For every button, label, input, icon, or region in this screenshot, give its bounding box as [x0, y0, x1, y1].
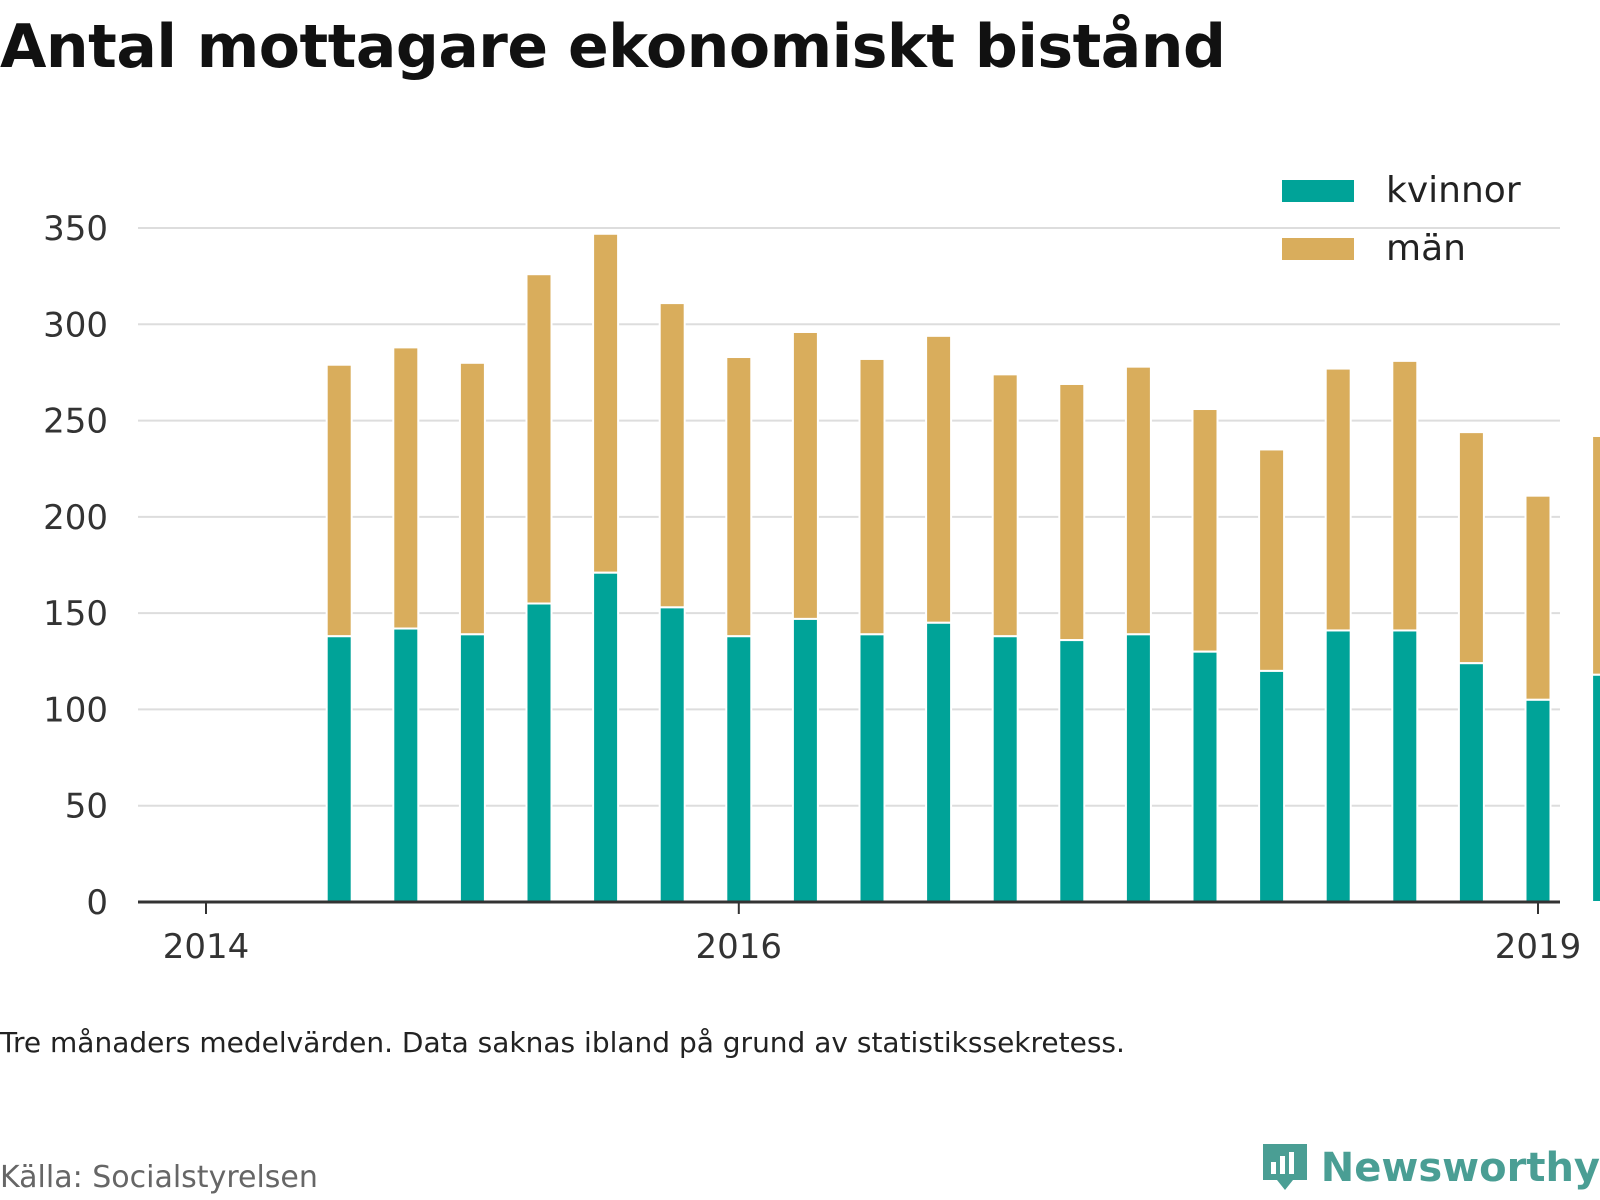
bar-kvinnor — [791, 617, 819, 903]
y-tick-label: 150 — [43, 594, 108, 634]
bar-man — [925, 334, 953, 624]
y-tick-label: 350 — [43, 209, 108, 249]
bar-man — [991, 373, 1019, 638]
legend-label: kvinnor — [1386, 170, 1521, 211]
x-tick-label: 2019 — [1495, 927, 1582, 967]
bar-kvinnor — [1258, 669, 1286, 904]
bar-man — [1124, 365, 1152, 636]
bar-man — [658, 302, 686, 609]
chart-title: Antal mottagare ekonomiskt bistånd — [0, 12, 1226, 82]
legend-swatch-man — [1282, 238, 1354, 260]
y-tick-label: 100 — [43, 690, 108, 730]
chart-note: Tre månaders medelvärden. Data saknas ib… — [0, 1026, 1125, 1059]
bar-man — [392, 346, 420, 630]
bar-kvinnor — [1058, 639, 1086, 903]
y-tick-label: 250 — [43, 402, 108, 442]
bar-kvinnor — [858, 633, 886, 904]
source-text: Källa: Socialstyrelsen — [0, 1160, 318, 1195]
bar-kvinnor — [925, 621, 953, 903]
y-tick-label: 300 — [43, 305, 108, 345]
bar-man — [592, 232, 620, 574]
legend-label: män — [1386, 228, 1466, 269]
bar-man — [725, 356, 753, 638]
bar-kvinnor — [1191, 650, 1219, 904]
gridlines — [138, 227, 1560, 807]
bar-man — [1324, 367, 1352, 632]
brand-name: Newsworthy — [1320, 1145, 1600, 1191]
bar-kvinnor — [725, 635, 753, 903]
bar-kvinnor — [1124, 633, 1152, 904]
bar-man — [325, 363, 353, 638]
y-tick-label: 50 — [65, 787, 108, 827]
axes: 0501001502002503003502014201620192021202… — [43, 209, 1582, 967]
bar-kvinnor — [1457, 662, 1485, 903]
bar-man — [791, 330, 819, 620]
bar-kvinnor — [392, 627, 420, 903]
bar-kvinnor — [525, 602, 553, 903]
bar-kvinnor — [325, 635, 353, 903]
bar-man — [1391, 359, 1419, 632]
bars — [325, 232, 1600, 904]
bar-kvinnor — [991, 635, 1019, 903]
bar-man — [858, 357, 886, 636]
legend-swatch-kvinnor — [1282, 180, 1354, 202]
legend: kvinnor män — [1282, 170, 1521, 269]
x-tick-label: 2014 — [163, 927, 250, 967]
newsworthy-icon — [1262, 1144, 1307, 1190]
bar-man — [525, 273, 553, 605]
bar-man — [1591, 434, 1600, 676]
bar-man — [458, 361, 486, 636]
brand-logo: Newsworthy — [1259, 1140, 1600, 1196]
stacked-bar-chart: 0501001502002503003502014201620192021202… — [43, 170, 1600, 967]
bar-kvinnor — [1391, 629, 1419, 904]
bar-kvinnor — [1524, 698, 1552, 903]
bar-man — [1457, 431, 1485, 665]
bar-kvinnor — [1324, 629, 1352, 904]
bar-kvinnor — [1591, 673, 1600, 903]
x-tick-label: 2016 — [696, 927, 783, 967]
bar-man — [1058, 382, 1086, 642]
y-tick-label: 200 — [43, 498, 108, 538]
bar-man — [1258, 448, 1286, 672]
bar-kvinnor — [458, 633, 486, 904]
bar-kvinnor — [592, 571, 620, 904]
bar-man — [1191, 408, 1219, 653]
y-tick-label: 0 — [86, 883, 108, 923]
bar-man — [1524, 494, 1552, 701]
bar-kvinnor — [658, 606, 686, 903]
